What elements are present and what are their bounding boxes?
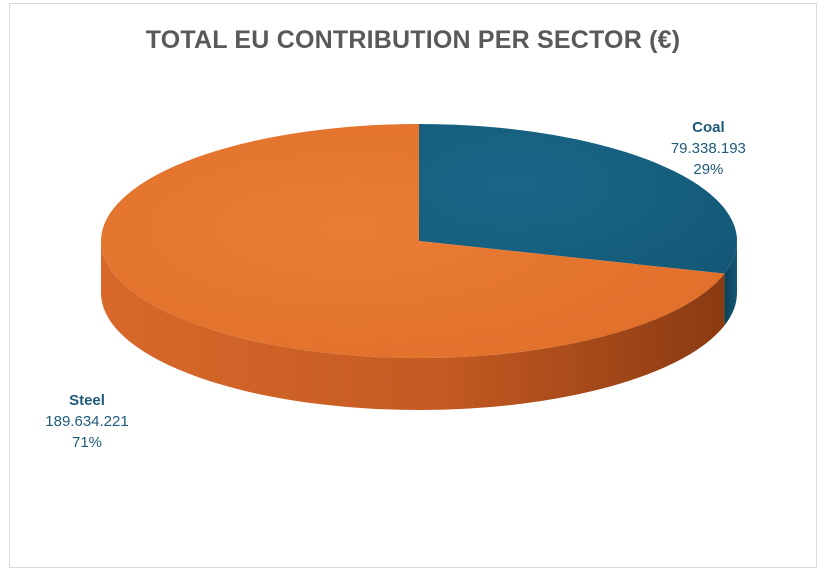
data-label-percent: 29% (693, 161, 723, 178)
data-label-steel: Steel 189.634.221 71% (45, 392, 128, 451)
data-label-value: 79.338.193 (671, 140, 746, 157)
data-label-coal: Coal 79.338.193 29% (671, 119, 746, 178)
chart-title: TOTAL EU CONTRIBUTION PER SECTOR (€) (145, 26, 681, 54)
pie-slice-steel[interactable] (100, 124, 725, 358)
pie-side-coal (724, 241, 737, 326)
data-label-category: Coal (692, 119, 725, 136)
data-label-category: Steel (69, 392, 105, 409)
pie-side-steel (101, 241, 725, 410)
data-label-value: 189.634.221 (45, 413, 128, 430)
pie-slice-coal[interactable] (419, 124, 737, 274)
data-label-percent: 71% (72, 434, 102, 451)
